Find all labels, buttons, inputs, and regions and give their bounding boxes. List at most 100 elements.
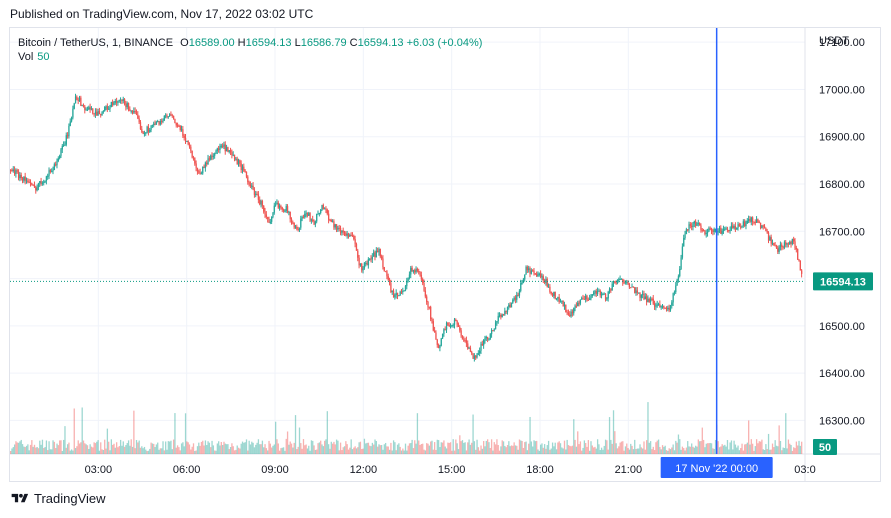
candle-body bbox=[424, 290, 427, 297]
volume-bar bbox=[378, 444, 380, 454]
candle-body bbox=[705, 232, 707, 234]
candle-body bbox=[435, 332, 437, 340]
volume-bar bbox=[701, 427, 703, 454]
candle-body bbox=[697, 223, 699, 225]
volume-bar bbox=[520, 440, 522, 454]
candle-body bbox=[202, 166, 204, 174]
volume-bar bbox=[724, 444, 726, 454]
volume-bar bbox=[114, 447, 116, 454]
chart-frame[interactable]: 17100.00 17000.00 16900.00 16800.00 16700.00… bbox=[9, 27, 881, 482]
volume-bar bbox=[461, 440, 464, 454]
candle-body bbox=[398, 295, 400, 297]
candle-body bbox=[377, 250, 379, 253]
candle-body bbox=[252, 185, 254, 190]
volume-bar bbox=[218, 441, 220, 454]
candle-body bbox=[135, 112, 138, 115]
volume-bar bbox=[133, 410, 135, 454]
candle-body bbox=[607, 291, 609, 299]
volume-bar bbox=[48, 441, 50, 454]
candle-body bbox=[297, 228, 299, 231]
candle-body bbox=[289, 211, 291, 220]
volume-bar bbox=[195, 450, 197, 454]
tradingview-logo[interactable]: TradingView bbox=[10, 491, 106, 506]
candle-body bbox=[392, 290, 395, 298]
volume-bar bbox=[734, 444, 737, 454]
volume-bar bbox=[771, 443, 774, 454]
candle-body bbox=[335, 224, 338, 230]
candle-body bbox=[133, 111, 135, 113]
volume-bar bbox=[161, 448, 163, 454]
volume-bar bbox=[801, 441, 803, 454]
candle-body bbox=[689, 224, 692, 226]
candle-body bbox=[129, 108, 131, 111]
candle-body bbox=[263, 205, 265, 212]
candle-body bbox=[57, 158, 59, 161]
candle-body bbox=[400, 291, 403, 293]
volume-bar bbox=[437, 440, 440, 454]
candle-body bbox=[487, 336, 489, 340]
candle-body bbox=[280, 205, 282, 208]
volume-bar bbox=[24, 447, 26, 454]
volume-bar bbox=[634, 439, 636, 454]
candle-body bbox=[500, 315, 502, 318]
candle-body bbox=[235, 158, 237, 160]
candle-body bbox=[215, 150, 217, 154]
candle-body bbox=[594, 290, 596, 293]
candle-body bbox=[541, 276, 543, 278]
volume-bar bbox=[305, 444, 307, 454]
volume-bar bbox=[179, 450, 181, 454]
candle-body bbox=[755, 219, 758, 223]
volume-bar bbox=[267, 450, 269, 454]
volume-bar bbox=[431, 440, 433, 454]
volume-bar bbox=[113, 443, 115, 454]
volume-bar bbox=[536, 440, 538, 454]
volume-bar bbox=[688, 446, 690, 454]
volume-bar bbox=[131, 446, 134, 454]
volume-bar bbox=[298, 427, 301, 454]
candle-body bbox=[116, 101, 118, 103]
volume-bar bbox=[41, 439, 44, 454]
candle-body bbox=[419, 272, 421, 275]
candle-body bbox=[733, 226, 735, 229]
volume-bar bbox=[374, 439, 376, 454]
volume-bar bbox=[416, 413, 419, 454]
candle-body bbox=[789, 242, 791, 244]
candle-body bbox=[453, 319, 456, 325]
candle-body bbox=[35, 187, 37, 191]
volume-bar bbox=[47, 450, 49, 454]
volume-bar bbox=[432, 449, 434, 454]
candle-body bbox=[100, 113, 102, 116]
volume-bar bbox=[231, 443, 233, 454]
candlestick-chart[interactable]: 17100.00 17000.00 16900.00 16800.00 16700.00… bbox=[10, 28, 880, 481]
volume-bar bbox=[489, 447, 491, 454]
candle-body bbox=[496, 321, 498, 323]
volume-bar bbox=[606, 440, 608, 454]
candle-body bbox=[754, 221, 756, 223]
volume-bar bbox=[793, 447, 795, 454]
volume-bar bbox=[16, 442, 18, 454]
volume-bar bbox=[540, 444, 542, 454]
candle-body bbox=[801, 270, 803, 274]
volume-bar bbox=[440, 442, 442, 454]
candle-body bbox=[691, 225, 693, 228]
volume-bar bbox=[178, 447, 180, 454]
candle-body bbox=[595, 290, 597, 294]
candle-body bbox=[471, 351, 473, 354]
volume-bar bbox=[745, 444, 747, 454]
volume-bar bbox=[281, 447, 283, 454]
volume-bar bbox=[88, 449, 90, 454]
candle-body bbox=[434, 330, 436, 333]
volume-bar bbox=[330, 441, 332, 454]
volume-bar bbox=[184, 413, 187, 454]
candle-body bbox=[404, 286, 407, 291]
volume-bar bbox=[664, 445, 666, 454]
candle-body bbox=[530, 270, 533, 274]
volume-bar bbox=[398, 443, 400, 454]
candle-body bbox=[367, 259, 370, 266]
volume-bar bbox=[490, 439, 493, 454]
volume-bar bbox=[249, 444, 252, 454]
candle-body bbox=[139, 122, 142, 130]
volume-bar bbox=[382, 449, 384, 454]
volume-bar bbox=[419, 444, 421, 454]
candle-body bbox=[514, 297, 517, 300]
